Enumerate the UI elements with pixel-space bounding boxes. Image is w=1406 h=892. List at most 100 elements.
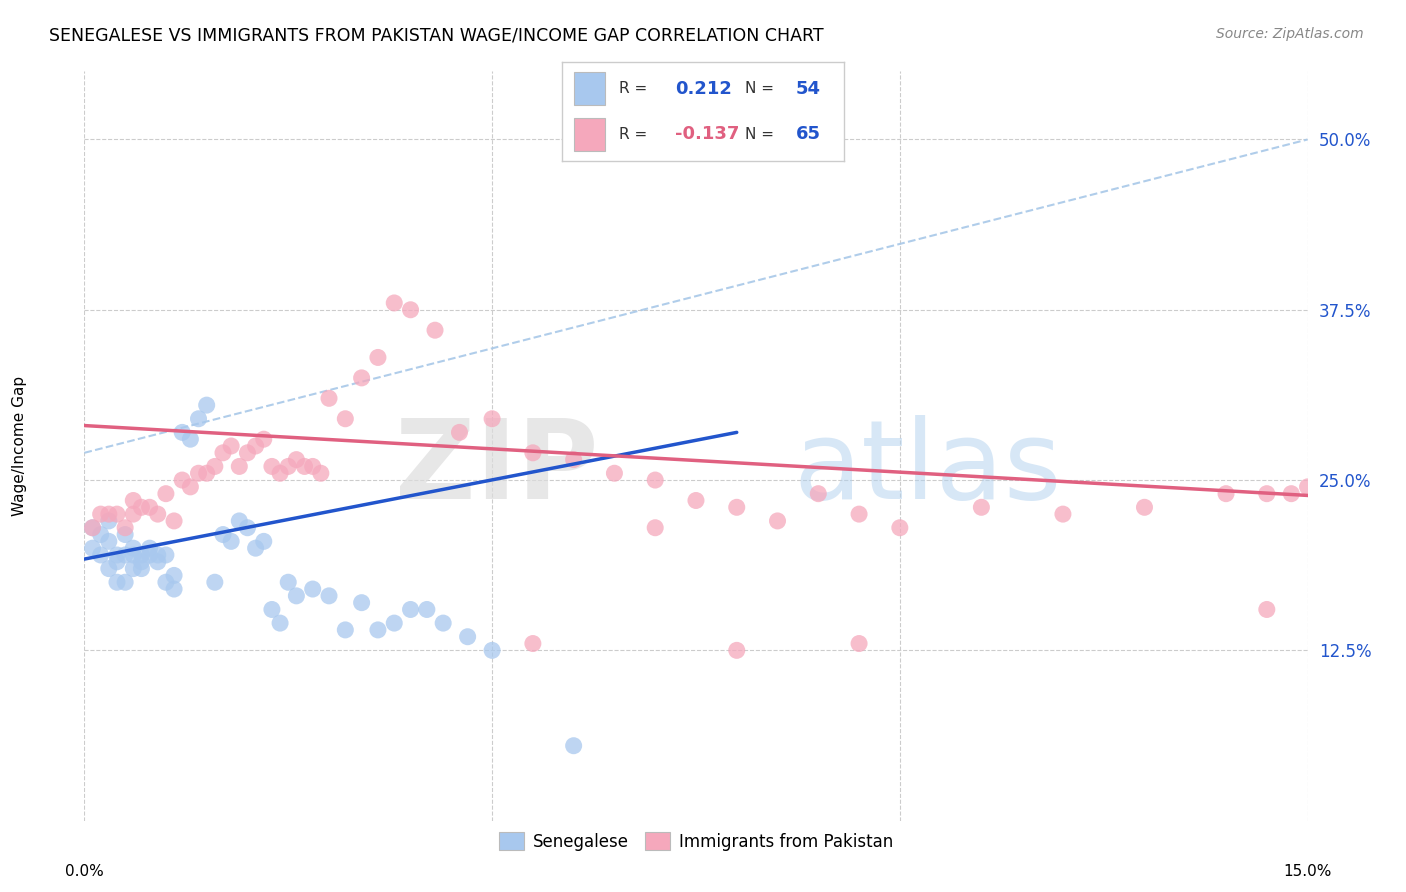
Text: Source: ZipAtlas.com: Source: ZipAtlas.com bbox=[1216, 27, 1364, 41]
Point bbox=[131, 548, 153, 562]
Point bbox=[97, 507, 120, 521]
Point bbox=[423, 323, 446, 337]
Point bbox=[105, 555, 128, 569]
Point bbox=[1296, 480, 1319, 494]
Text: -0.137: -0.137 bbox=[675, 125, 740, 143]
Point bbox=[146, 507, 169, 521]
Point bbox=[367, 623, 389, 637]
Point bbox=[212, 446, 235, 460]
Point bbox=[457, 630, 479, 644]
Point bbox=[522, 636, 544, 650]
Point bbox=[179, 432, 201, 446]
Point bbox=[1337, 486, 1360, 500]
Point bbox=[122, 493, 145, 508]
Point bbox=[146, 548, 169, 562]
Point bbox=[1133, 500, 1156, 515]
Point bbox=[277, 459, 299, 474]
Point bbox=[155, 548, 177, 562]
Point bbox=[285, 589, 308, 603]
Point bbox=[131, 561, 153, 575]
Point bbox=[228, 514, 250, 528]
Point bbox=[1279, 486, 1302, 500]
Point bbox=[204, 575, 226, 590]
Point bbox=[725, 643, 748, 657]
Point bbox=[350, 596, 373, 610]
Point bbox=[187, 411, 209, 425]
Point bbox=[97, 534, 120, 549]
Point bbox=[90, 527, 112, 541]
Point bbox=[163, 568, 186, 582]
Point bbox=[335, 411, 357, 425]
Point bbox=[155, 486, 177, 500]
Point bbox=[114, 575, 136, 590]
Point bbox=[432, 616, 454, 631]
Point bbox=[114, 548, 136, 562]
Point bbox=[277, 575, 299, 590]
Point bbox=[253, 534, 276, 549]
Point bbox=[562, 739, 585, 753]
Text: N =: N = bbox=[745, 81, 779, 96]
Point bbox=[294, 459, 316, 474]
Point bbox=[82, 521, 104, 535]
Point bbox=[163, 582, 186, 596]
Point bbox=[725, 500, 748, 515]
Point bbox=[212, 527, 235, 541]
Point bbox=[122, 507, 145, 521]
Point bbox=[195, 398, 218, 412]
Point bbox=[163, 514, 186, 528]
Bar bbox=[574, 72, 605, 104]
Point bbox=[603, 467, 626, 481]
Point bbox=[449, 425, 471, 440]
Point bbox=[1329, 480, 1351, 494]
Point bbox=[766, 514, 789, 528]
Point bbox=[1313, 473, 1336, 487]
Point bbox=[335, 623, 357, 637]
Point bbox=[105, 507, 128, 521]
Point bbox=[481, 411, 503, 425]
Point bbox=[245, 439, 267, 453]
Point bbox=[172, 425, 194, 440]
Legend: Senegalese, Immigrants from Pakistan: Senegalese, Immigrants from Pakistan bbox=[492, 826, 900, 857]
Point bbox=[90, 548, 112, 562]
Point bbox=[1337, 473, 1360, 487]
Point bbox=[260, 459, 283, 474]
Point bbox=[309, 467, 332, 481]
Point bbox=[889, 521, 911, 535]
Point bbox=[301, 459, 323, 474]
Point bbox=[187, 467, 209, 481]
Point bbox=[260, 602, 283, 616]
Point bbox=[172, 473, 194, 487]
Point bbox=[82, 521, 104, 535]
Point bbox=[97, 514, 120, 528]
Point bbox=[522, 446, 544, 460]
Point bbox=[138, 548, 160, 562]
Text: Wage/Income Gap: Wage/Income Gap bbox=[11, 376, 27, 516]
Text: 54: 54 bbox=[796, 80, 821, 98]
Point bbox=[1256, 486, 1278, 500]
Point bbox=[318, 392, 340, 406]
Point bbox=[367, 351, 389, 365]
Text: R =: R = bbox=[619, 81, 652, 96]
Point bbox=[122, 548, 145, 562]
Point bbox=[204, 459, 226, 474]
Point bbox=[105, 548, 128, 562]
Text: SENEGALESE VS IMMIGRANTS FROM PAKISTAN WAGE/INCOME GAP CORRELATION CHART: SENEGALESE VS IMMIGRANTS FROM PAKISTAN W… bbox=[49, 27, 824, 45]
Point bbox=[807, 486, 830, 500]
Point bbox=[236, 446, 259, 460]
Point bbox=[1052, 507, 1074, 521]
Point bbox=[399, 302, 422, 317]
Point bbox=[90, 507, 112, 521]
Point bbox=[318, 589, 340, 603]
Point bbox=[138, 541, 160, 556]
Point bbox=[82, 541, 104, 556]
Point bbox=[122, 561, 145, 575]
Text: ZIP: ZIP bbox=[395, 415, 598, 522]
Text: R =: R = bbox=[619, 127, 652, 142]
Point bbox=[236, 521, 259, 535]
Point bbox=[970, 500, 993, 515]
Point bbox=[285, 452, 308, 467]
Point bbox=[644, 473, 666, 487]
Text: 0.212: 0.212 bbox=[675, 80, 731, 98]
Point bbox=[97, 561, 120, 575]
Point bbox=[269, 467, 291, 481]
